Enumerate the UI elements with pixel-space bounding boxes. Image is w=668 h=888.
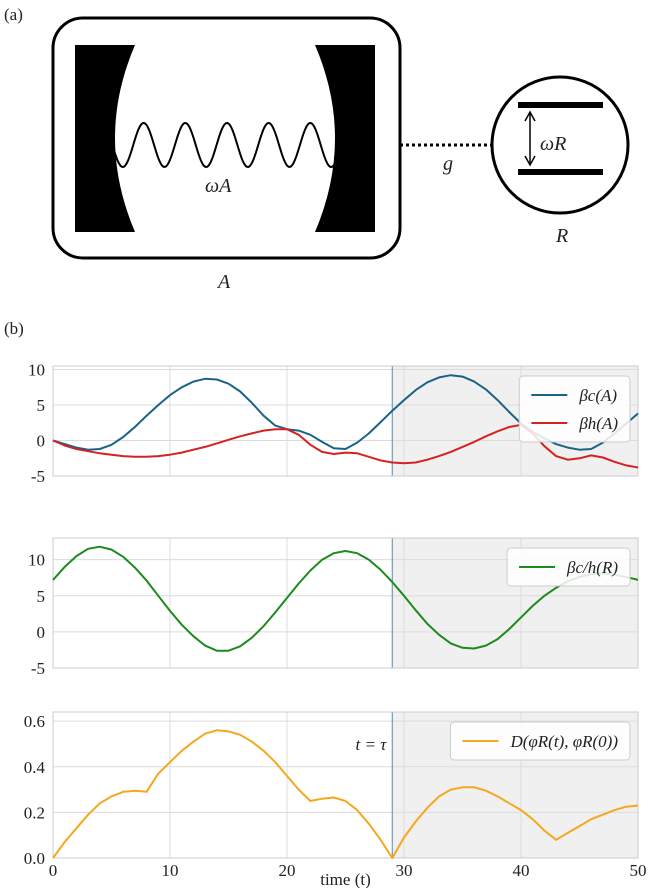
legend-box <box>506 547 631 587</box>
qubit-circle <box>490 75 630 215</box>
cavity-box <box>51 16 402 260</box>
data-line <box>52 729 639 859</box>
y-tick-label: 10 <box>28 551 45 570</box>
legend: βc/h(R) <box>506 547 631 587</box>
y-tick-label: 0 <box>37 432 46 451</box>
y-tick-label: -5 <box>31 659 45 678</box>
y-tick-label: 5 <box>37 587 46 606</box>
coupling-label: g <box>443 153 453 175</box>
annotation: t = τ <box>356 735 388 754</box>
arrow-heads <box>524 110 536 167</box>
axes-frame <box>52 711 639 859</box>
legend-box <box>449 721 631 761</box>
y-tick-label: 5 <box>37 396 46 415</box>
mirror <box>315 45 375 232</box>
legend-box <box>518 375 631 443</box>
data-line <box>52 545 639 652</box>
x-tick-label: 50 <box>630 861 647 880</box>
qubit-label: R <box>555 225 568 247</box>
axes-frame <box>52 537 639 669</box>
legend: D(φR(t), φR(0)) <box>449 721 631 761</box>
y-tick-label: 0.6 <box>24 712 45 731</box>
y-tick-label: 0.0 <box>24 849 45 868</box>
y-tick-label: 10 <box>28 361 45 380</box>
y-tick-label: 0 <box>37 623 46 642</box>
cavity-mode <box>99 121 351 169</box>
y-tick-label: -5 <box>31 467 45 486</box>
y-tick-label: 0.2 <box>24 803 45 822</box>
x-axis-label: time (t) <box>320 870 371 888</box>
x-tick-label: 40 <box>513 861 530 880</box>
cavity-frequency: ωA <box>205 175 232 197</box>
qubit-frequency: ωR <box>540 133 566 155</box>
legend-label: βc/h(R) <box>566 558 618 577</box>
panel-label: (b) <box>4 319 24 338</box>
diagram: ωA g ωR R A <box>51 16 630 293</box>
panel-label: (a) <box>4 5 23 24</box>
legend-label: D(φR(t), φR(0)) <box>509 732 618 751</box>
legend: βc(A) βh(A) <box>518 375 631 443</box>
legend-label: βh(A) <box>578 414 618 433</box>
x-tick-label: 0 <box>49 861 58 880</box>
axes-frame <box>52 365 639 477</box>
x-tick-label: 30 <box>396 861 413 880</box>
legend-label: βc(A) <box>578 386 617 405</box>
x-tick-label: 10 <box>162 861 179 880</box>
x-tick-label: 20 <box>279 861 296 880</box>
cavity-label: A <box>216 271 231 293</box>
y-tick-label: 0.4 <box>24 758 46 777</box>
mirror <box>75 45 135 232</box>
